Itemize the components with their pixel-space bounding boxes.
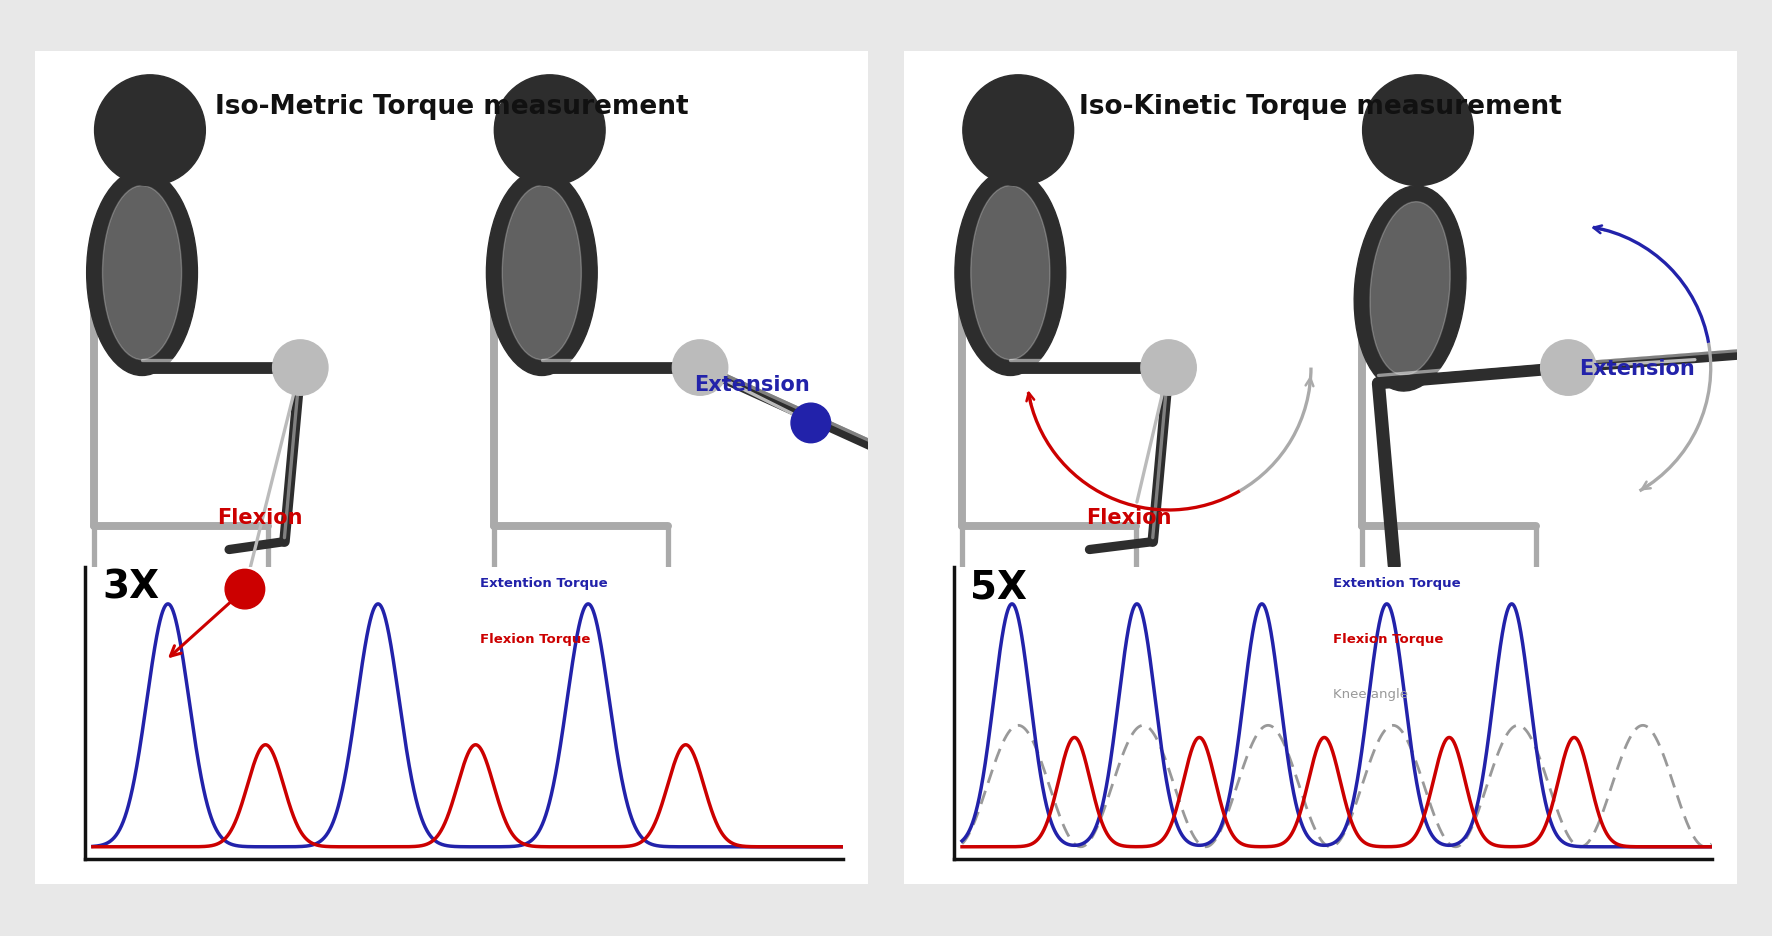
Text: Extension: Extension [695, 374, 810, 395]
Circle shape [790, 403, 831, 444]
Text: Extension: Extension [1579, 358, 1694, 378]
Ellipse shape [87, 170, 197, 376]
Ellipse shape [971, 186, 1049, 360]
Ellipse shape [1370, 202, 1449, 376]
Ellipse shape [955, 170, 1065, 376]
Circle shape [1363, 76, 1473, 186]
Circle shape [1540, 341, 1597, 396]
Text: 5X: 5X [971, 568, 1028, 606]
Ellipse shape [501, 186, 581, 360]
Circle shape [672, 341, 728, 396]
Ellipse shape [1354, 186, 1465, 391]
Text: Flexion: Flexion [1086, 508, 1171, 528]
Circle shape [962, 76, 1074, 186]
Circle shape [225, 570, 264, 609]
Text: 3X: 3X [103, 568, 159, 606]
Ellipse shape [487, 170, 597, 376]
Circle shape [494, 76, 604, 186]
Circle shape [273, 341, 328, 396]
Circle shape [94, 76, 206, 186]
FancyBboxPatch shape [19, 36, 884, 900]
Ellipse shape [103, 186, 181, 360]
Text: Iso-Kinetic Torque measurement: Iso-Kinetic Torque measurement [1079, 94, 1561, 120]
FancyBboxPatch shape [888, 36, 1753, 900]
Text: Iso-Metric Torque measurement: Iso-Metric Torque measurement [214, 94, 689, 120]
Text: Flexion: Flexion [218, 508, 303, 528]
Circle shape [1141, 341, 1196, 396]
